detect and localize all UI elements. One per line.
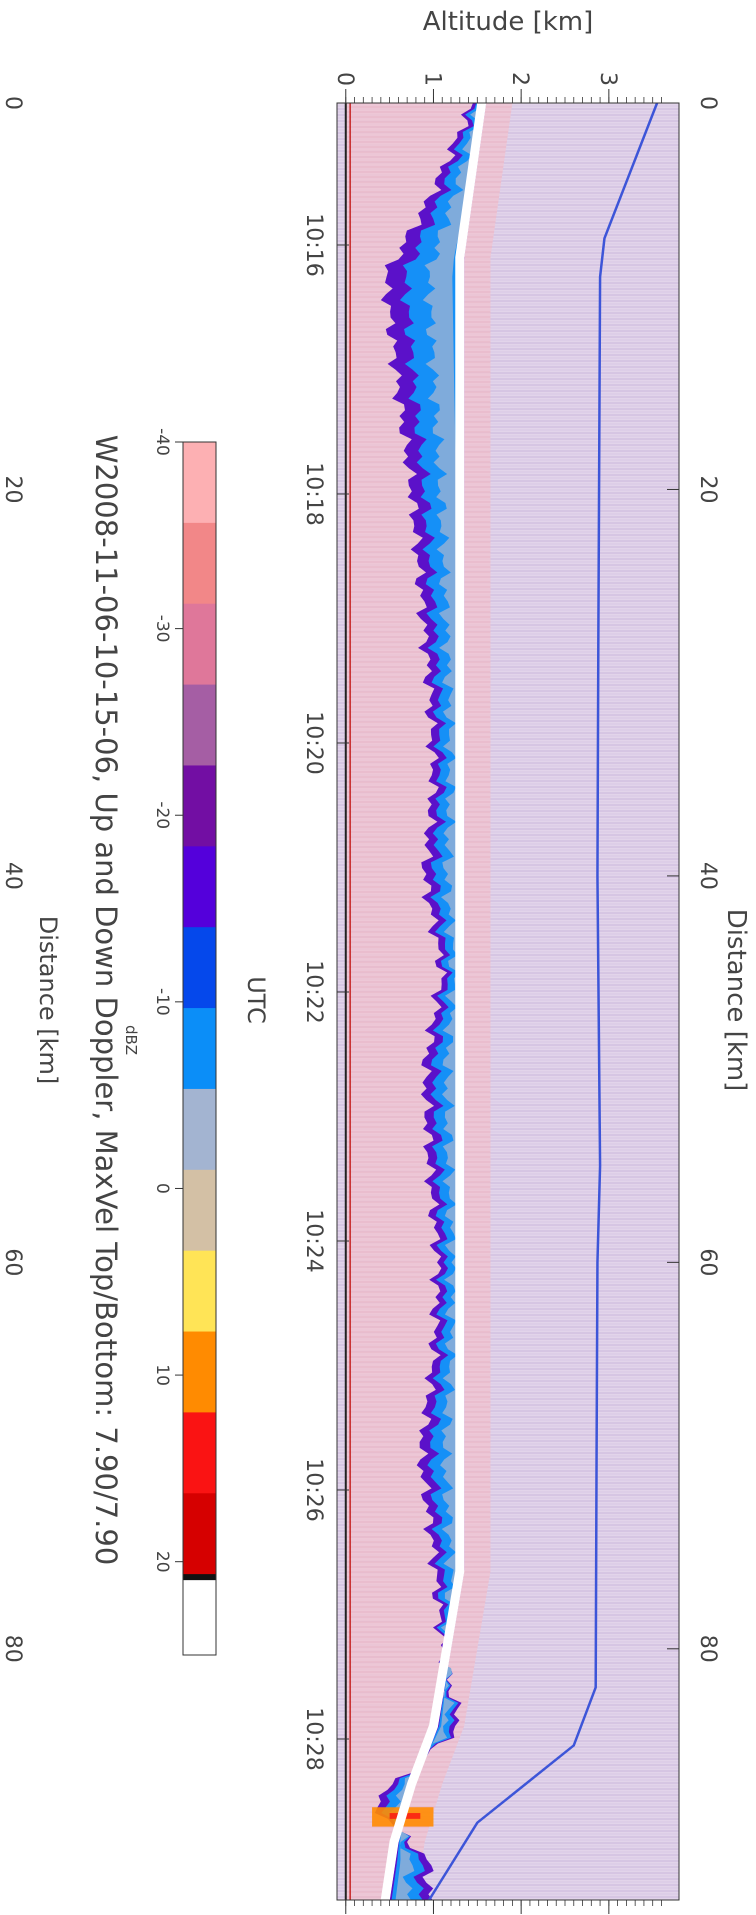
y-tick-label: 3 — [595, 72, 620, 86]
axes-group: 0 1 2 3 0 20 40 60 80 0 20 40 60 80 10:16 10:18 10:20 10:… — [0, 72, 720, 1914]
colorbar-tick-group: 20 — [152, 1551, 172, 1573]
colorbar-tick-group: -40 — [152, 428, 172, 456]
utc-label-group: UTC — [242, 976, 270, 1024]
bottom-distance-label: Distance [km] — [34, 916, 62, 1085]
colorbar-tick-label: -30 — [152, 615, 172, 643]
colorbar-label-group: dBZ — [122, 1025, 140, 1055]
time-tick-label: 10:22 — [301, 960, 326, 1023]
bottom-distance-tick-label: 40 — [0, 862, 25, 890]
colorbar-tick-group: -20 — [152, 801, 172, 829]
distance-tick-label: 60 — [695, 1248, 720, 1276]
colorbar-swatch — [183, 846, 216, 928]
colorbar-tick-group: 0 — [152, 1183, 172, 1194]
top-xlabel-group: Distance [km] — [721, 909, 751, 1092]
colorbar-swatch — [183, 522, 216, 605]
chart-title: W2008-11-06-10-15-06, Up and Down Dopple… — [89, 435, 123, 1566]
colorbar-swatch — [183, 442, 216, 524]
colorbar-frame — [182, 441, 217, 1656]
colorbar: -40 -30 -20 -10 0 10 20 — [152, 428, 217, 1656]
colorbar-swatch — [183, 765, 216, 847]
bottom-distance-tick-label: 80 — [0, 1635, 25, 1663]
colorbar-tick-group: -10 — [152, 988, 172, 1016]
colorbar-tick-label: -10 — [152, 988, 172, 1016]
distance-tick-label: 0 — [695, 96, 720, 110]
y-tick-label-group: 3 — [595, 72, 620, 86]
distance-tick-label-group: 60 — [695, 1248, 720, 1276]
reflectivity-core-layer — [388, 103, 485, 1900]
colorbar-swatch — [183, 927, 216, 1009]
time-tick-label-group: 10:24 — [301, 1209, 326, 1272]
time-tick-label-group: 10:18 — [301, 462, 326, 525]
colorbar-swatch — [183, 603, 216, 686]
colorbar-tick-label: -40 — [152, 428, 172, 456]
time-tick-label-group: 10:28 — [301, 1707, 326, 1770]
colorbar-swatch — [183, 1169, 216, 1252]
colorbar-tick-group: -30 — [152, 615, 172, 643]
utc-label: UTC — [242, 976, 270, 1024]
pink-bottom-layer — [345, 103, 513, 1900]
colorbar-tick-label: -20 — [152, 801, 172, 829]
y-tick-label: 0 — [332, 72, 357, 86]
distance-tick-label: 20 — [695, 475, 720, 503]
bottom-distance-label-group: Distance [km] — [34, 916, 62, 1085]
time-tick-label: 10:28 — [301, 1707, 326, 1770]
bottom-distance-tick-label: 60 — [0, 1248, 25, 1276]
top-distance-label: Distance [km] — [721, 909, 751, 1092]
colorbar-swatch — [183, 684, 216, 766]
y-tick-label-group: 1 — [419, 72, 444, 86]
bottom-distance-tick-group: 20 — [0, 475, 25, 503]
colorbar-swatch — [183, 1008, 216, 1090]
colorbar-swatch — [183, 1493, 216, 1575]
bottom-distance-tick-label: 0 — [0, 96, 25, 110]
plot-area — [336, 102, 680, 1901]
bottom-distance-tick-label: 20 — [0, 475, 25, 503]
time-tick-label-group: 10:16 — [301, 213, 326, 276]
distance-tick-label: 80 — [695, 1635, 720, 1663]
time-tick-label-group: 10:20 — [301, 711, 326, 774]
bottom-distance-tick-group: 60 — [0, 1248, 25, 1276]
colorbar-swatch — [183, 1088, 216, 1171]
colorbar-swatch — [183, 1331, 216, 1413]
title-group: W2008-11-06-10-15-06, Up and Down Dopple… — [89, 435, 123, 1566]
bottom-distance-tick-group: 0 — [0, 96, 25, 110]
time-tick-label: 10:16 — [301, 213, 326, 276]
distance-tick-label-group: 0 — [695, 96, 720, 110]
time-tick-label-group: 10:26 — [301, 1458, 326, 1521]
colorbar-tick-label: 20 — [152, 1551, 172, 1573]
colorbar-tick-group: 10 — [152, 1364, 172, 1386]
distance-tick-label: 40 — [695, 862, 720, 890]
distance-tick-label-group: 20 — [695, 475, 720, 503]
time-tick-label-group: 10:22 — [301, 960, 326, 1023]
plot-frame — [336, 102, 680, 1901]
time-tick-label: 10:26 — [301, 1458, 326, 1521]
colorbar-swatch — [183, 1412, 216, 1494]
ylabel-group: Altitude [km] — [423, 7, 594, 37]
y-tick-label: 2 — [507, 72, 532, 86]
y-tick-label-group: 0 — [332, 72, 357, 86]
bottom-distance-tick-group: 40 — [0, 862, 25, 890]
y-axis-label: Altitude [km] — [423, 7, 594, 37]
time-tick-label: 10:20 — [301, 711, 326, 774]
aircraft-altitude-band — [380, 102, 487, 1901]
distance-tick-label-group: 40 — [695, 862, 720, 890]
time-tick-label: 10:18 — [301, 462, 326, 525]
colorbar-label: dBZ — [122, 1025, 140, 1055]
colorbar-tick-label: 10 — [152, 1364, 172, 1386]
distance-tick-label-group: 80 — [695, 1635, 720, 1663]
colorbar-tick-label: 0 — [152, 1183, 172, 1194]
y-tick-label: 1 — [419, 72, 444, 86]
altitude-trace-line — [428, 102, 659, 1901]
bottom-distance-tick-group: 80 — [0, 1635, 25, 1663]
y-tick-label-group: 2 — [507, 72, 532, 86]
colorbar-swatch — [183, 1574, 216, 1581]
colorbar-swatch — [183, 1250, 216, 1333]
time-tick-label: 10:24 — [301, 1209, 326, 1272]
